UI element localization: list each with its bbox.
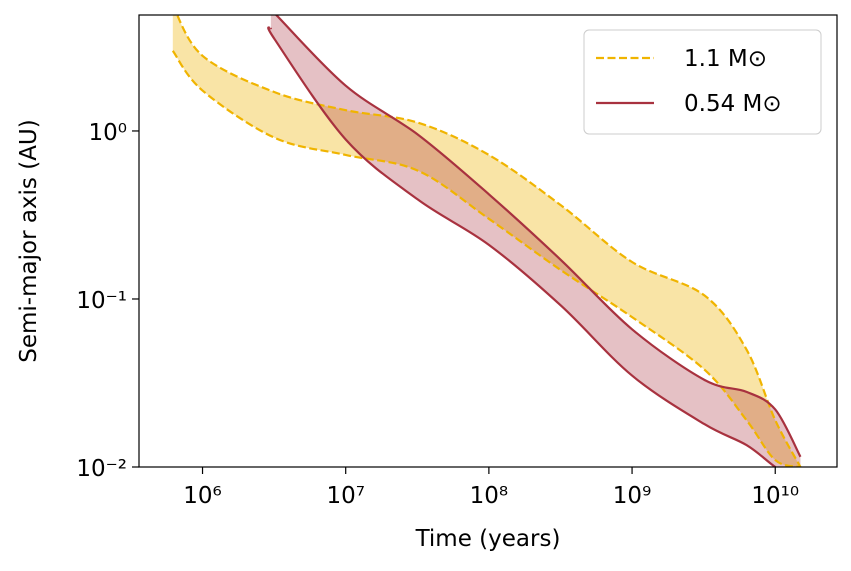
x-tick-label: 10⁸ bbox=[470, 483, 509, 509]
plot-frame bbox=[138, 14, 838, 468]
band-fill bbox=[268, 15, 801, 467]
x-axis-label: Time (years) bbox=[415, 526, 561, 552]
y-tick-label: 10⁻¹ bbox=[76, 288, 127, 314]
x-tick-label: 10⁶ bbox=[183, 483, 222, 509]
band-edge-line bbox=[176, 15, 802, 467]
band-edge-line bbox=[274, 15, 802, 458]
x-tick-label: 10⁹ bbox=[613, 483, 652, 509]
plot-area bbox=[171, 15, 802, 467]
band-edge-line bbox=[267, 26, 778, 467]
y-axis-label: Semi-major axis (AU) bbox=[16, 119, 42, 362]
band-fill bbox=[172, 15, 801, 467]
y-tick-label: 10⁰ bbox=[89, 120, 128, 146]
band-edge-line bbox=[171, 50, 801, 467]
legend-label: 1.1 M⊙ bbox=[684, 46, 767, 72]
y-tick-label: 10⁻² bbox=[76, 456, 127, 482]
legend-label: 0.54 M⊙ bbox=[684, 91, 782, 117]
legend-box bbox=[583, 29, 822, 135]
x-tick-label: 10⁷ bbox=[326, 483, 365, 509]
x-tick-label: 10¹⁰ bbox=[751, 483, 799, 509]
